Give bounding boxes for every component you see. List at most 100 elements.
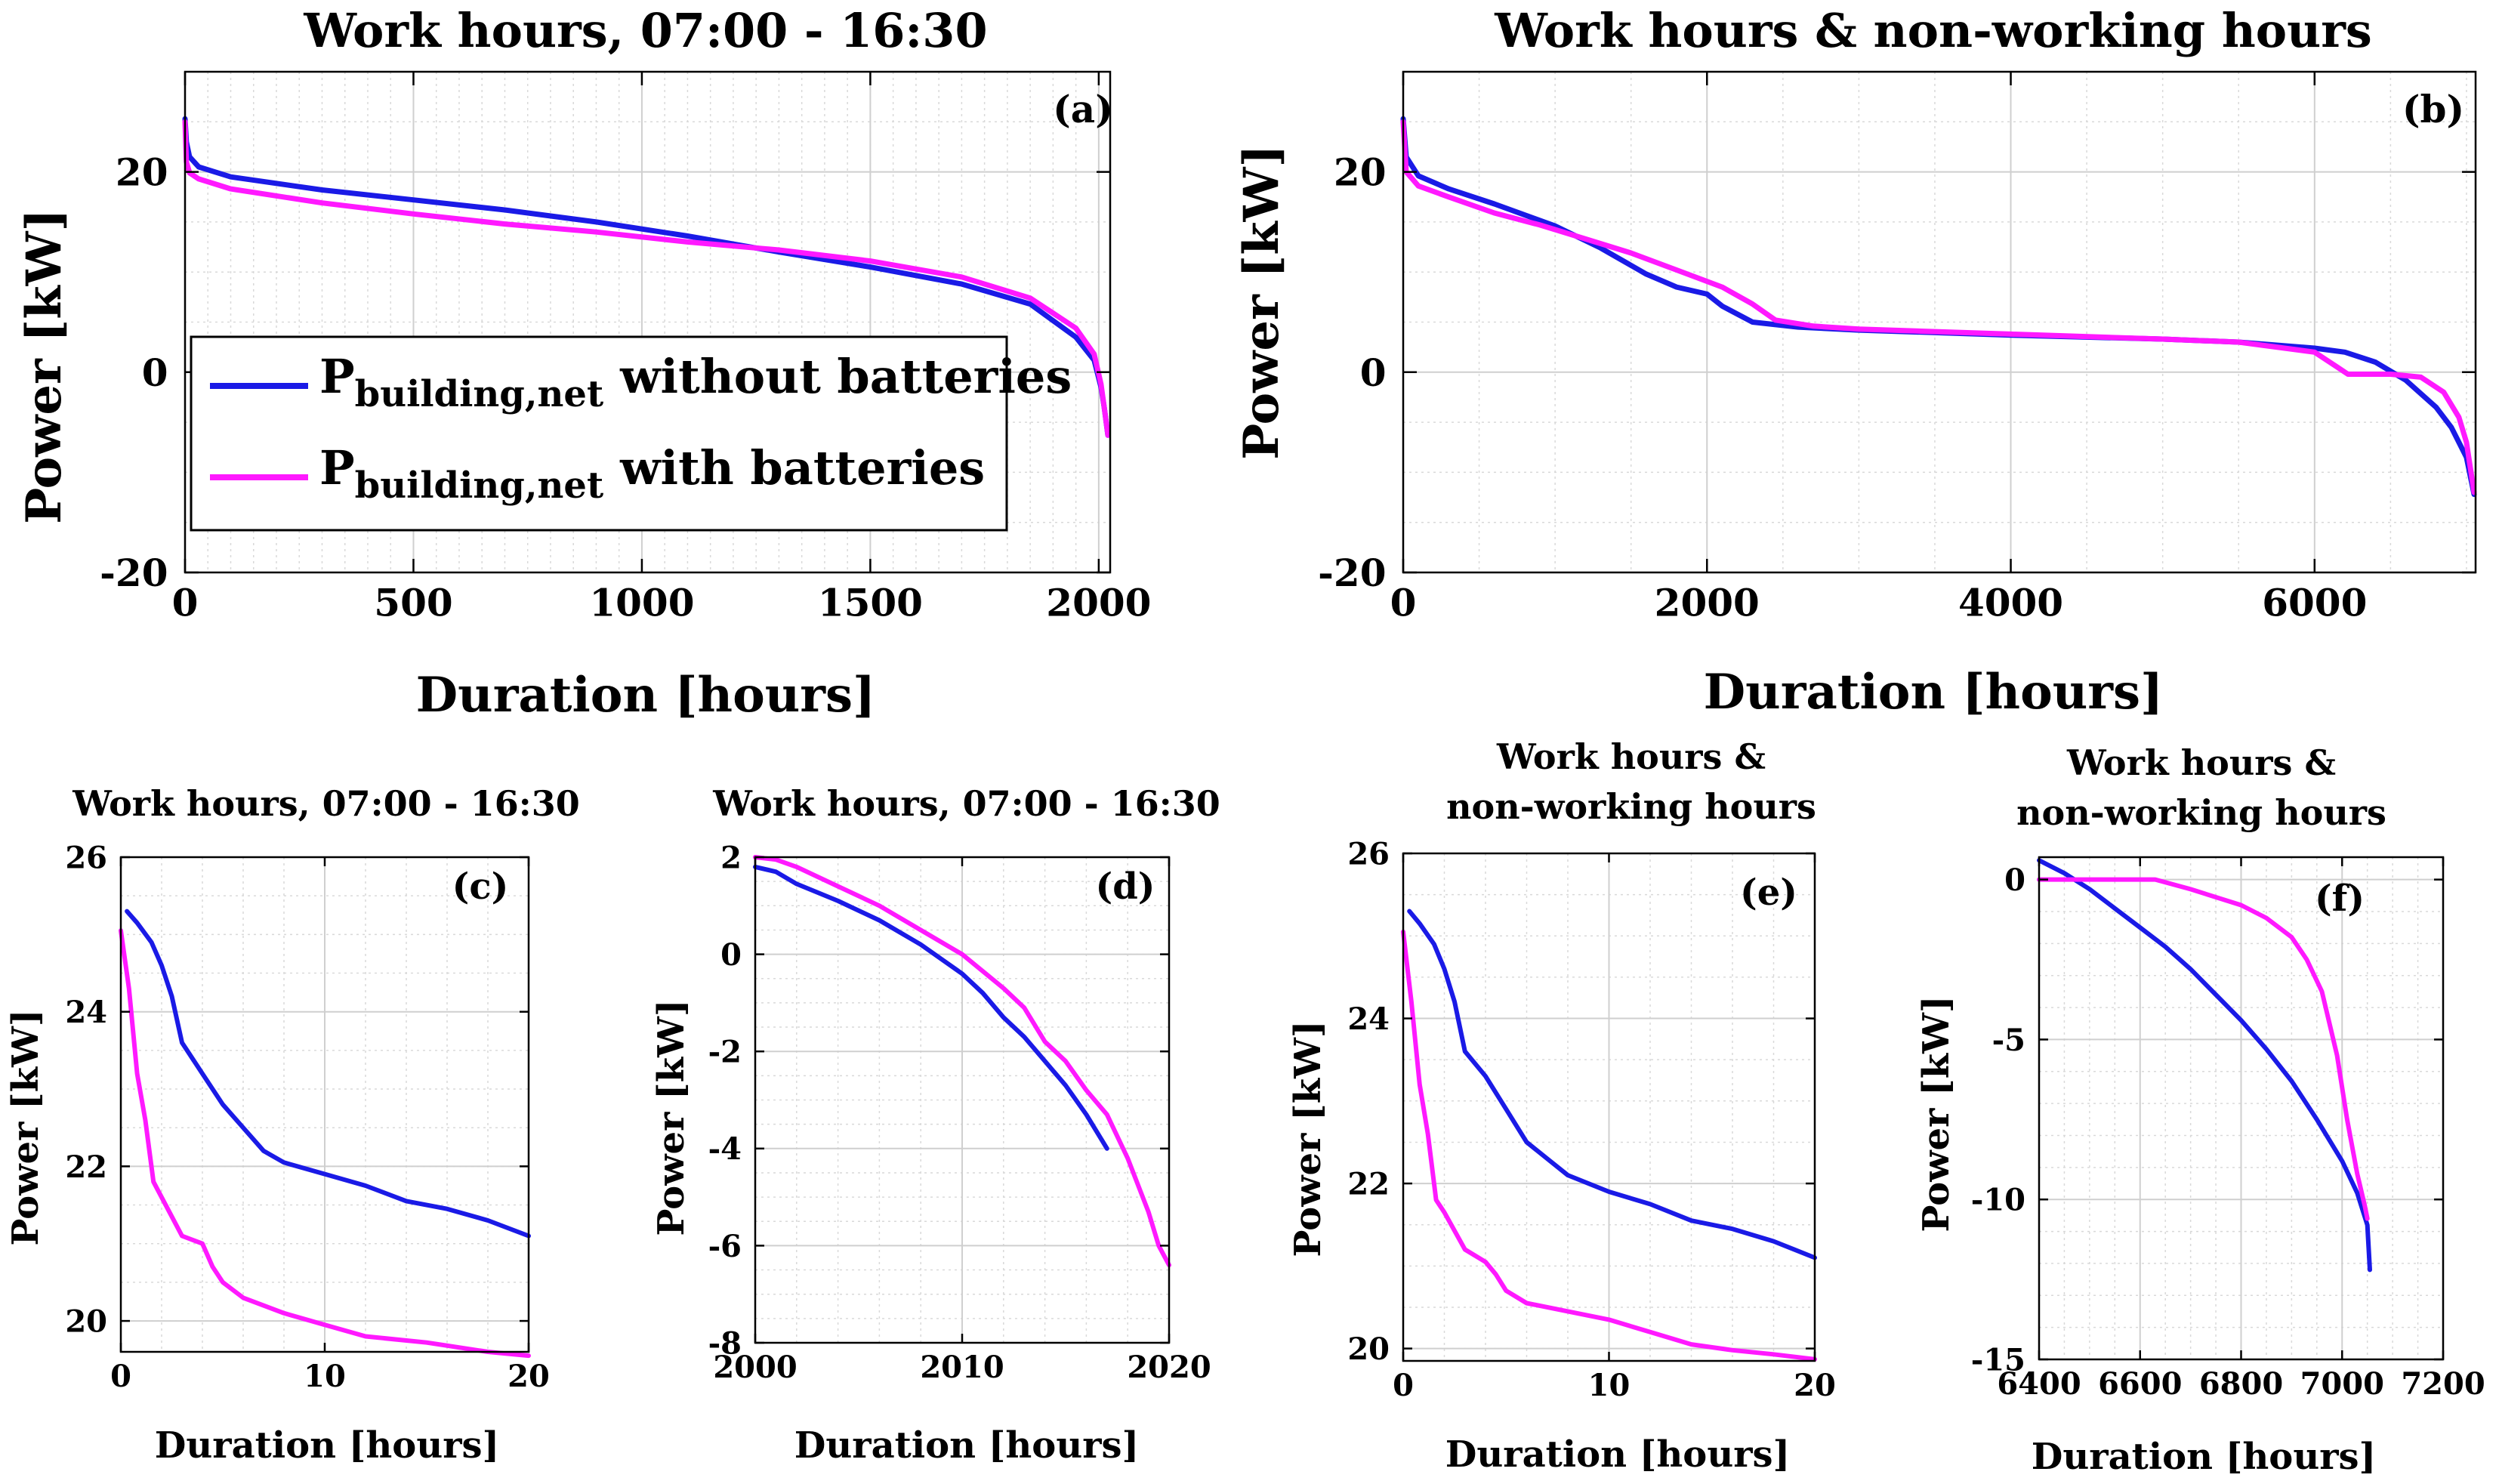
panel-a-label: (a) bbox=[1053, 87, 1113, 131]
x-tick-label: 7000 bbox=[2300, 1366, 2384, 1402]
y-tick-label: -6 bbox=[708, 1229, 742, 1264]
panel-c: Work hours, 07:00 - 16:30 0 10 2020222426 … bbox=[5, 783, 580, 1467]
panel-a-legend: Pbuilding,net without batteries Pbuilding… bbox=[190, 335, 1072, 532]
panel-c-plot: 0 10 20 20 22 24 26 bbox=[65, 840, 550, 1394]
x-tick-label: 2000 bbox=[713, 1350, 797, 1385]
x-tick-label: 6000 bbox=[2262, 581, 2367, 625]
y-tick-label: 22 bbox=[1347, 1166, 1390, 1202]
x-tick-label: 0 bbox=[110, 1359, 131, 1394]
panel-b-ylabel: Power [kW] bbox=[1233, 144, 1290, 460]
panel-e-title-line2: non-working hours bbox=[1446, 786, 1816, 827]
panel-b-label: (b) bbox=[2402, 87, 2464, 131]
panel-a-ylabel: Power [kW] bbox=[16, 208, 73, 524]
x-tick-label: 6800 bbox=[2199, 1366, 2283, 1402]
panel-e-title-line1: Work hours & bbox=[1496, 736, 1766, 777]
panel-e: Work hours & non-working hours 0 10 20 20 22 2… bbox=[1287, 736, 1836, 1476]
series-line-with-batteries bbox=[1401, 929, 1817, 1362]
series-line-with-batteries bbox=[182, 119, 1111, 438]
y-tick-label: 2 bbox=[720, 840, 742, 875]
panel-a-title: Work hours, 07:00 - 16:30 bbox=[303, 3, 987, 58]
panel-d-plot: 2000 2010 2020 -8 -6 -4 -2 0 2 bbox=[708, 840, 1211, 1385]
series-line-with-batteries bbox=[1400, 119, 2477, 495]
series-line-without-batteries bbox=[1400, 116, 2477, 498]
y-tick-label: 0 bbox=[142, 350, 168, 395]
x-tick-label: 6400 bbox=[1997, 1366, 2081, 1402]
panel-f-ylabel: Power [kW] bbox=[1915, 995, 1958, 1232]
y-tick-label: 26 bbox=[1347, 836, 1390, 872]
panel-f-title-line1: Work hours & bbox=[2066, 742, 2336, 783]
y-tick-label: -10 bbox=[1971, 1183, 2025, 1218]
y-tick-label: -20 bbox=[1318, 551, 1386, 595]
panel-d-title: Work hours, 07:00 - 16:30 bbox=[712, 783, 1220, 824]
axes-box bbox=[184, 70, 1112, 574]
plot-area bbox=[1403, 72, 2476, 572]
panel-c-label: (c) bbox=[452, 865, 509, 908]
series-line-without-batteries bbox=[1407, 909, 1817, 1260]
x-tick-label: 0 bbox=[1390, 581, 1417, 625]
panel-f-title: Work hours & non-working hours bbox=[2016, 742, 2386, 833]
x-tick-label: 500 bbox=[374, 581, 452, 625]
panel-d-label: (d) bbox=[1096, 865, 1155, 908]
panel-c-ylabel: Power [kW] bbox=[5, 1009, 47, 1245]
x-tick-label: 1500 bbox=[818, 581, 923, 625]
x-tick-label: 20 bbox=[1794, 1368, 1836, 1403]
legend-box bbox=[190, 335, 1008, 532]
x-tick-label: 2020 bbox=[1127, 1350, 1211, 1385]
panel-c-title: Work hours, 07:00 - 16:30 bbox=[72, 783, 580, 824]
axes-box bbox=[1402, 70, 2477, 574]
panel-e-label: (e) bbox=[1740, 872, 1797, 914]
panel-b-title: Work hours & non-working hours bbox=[1494, 3, 2372, 58]
panel-d: Work hours, 07:00 - 16:30 2000 2010 2020 -8… bbox=[650, 783, 1220, 1467]
panel-b-xlabel: Duration [hours] bbox=[1704, 664, 2164, 720]
x-tick-label: 4000 bbox=[1958, 581, 2063, 625]
panel-f: Work hours & non-working hours 6400 6600 68… bbox=[1915, 742, 2485, 1478]
y-tick-label: -5 bbox=[1992, 1023, 2025, 1058]
series-line-without-batteries bbox=[753, 864, 1109, 1151]
panel-e-title: Work hours & non-working hours bbox=[1446, 736, 1816, 827]
x-tick-label: 10 bbox=[304, 1359, 346, 1394]
y-tick-label: -2 bbox=[708, 1035, 742, 1070]
series-line-with-batteries bbox=[119, 928, 531, 1359]
y-tick-label: 0 bbox=[720, 937, 742, 973]
x-tick-label: 7200 bbox=[2401, 1366, 2485, 1402]
y-tick-label: 0 bbox=[2004, 862, 2025, 898]
panel-f-label: (f) bbox=[2315, 878, 2365, 920]
y-tick-label: -4 bbox=[708, 1131, 742, 1167]
y-tick-label: 0 bbox=[1360, 350, 1387, 395]
x-tick-label: 6600 bbox=[2098, 1366, 2182, 1402]
panel-e-plot: 0 10 20 20 22 24 26 bbox=[1347, 836, 1836, 1403]
panel-b: Work hours & non-working hours 0 2000 4000… bbox=[1233, 3, 2477, 720]
panel-d-ylabel: Power [kW] bbox=[650, 999, 693, 1236]
series-line-with-batteries bbox=[753, 855, 1171, 1268]
panel-a: Work hours, 07:00 - 16:30 0 500 1000 1500 20… bbox=[16, 3, 1151, 723]
y-tick-label: 20 bbox=[116, 150, 168, 195]
y-tick-label: -20 bbox=[100, 551, 168, 595]
y-tick-label: 20 bbox=[1334, 150, 1387, 195]
y-tick-label: -15 bbox=[1971, 1342, 2025, 1378]
y-tick-label: 26 bbox=[65, 840, 107, 875]
x-tick-label: 2000 bbox=[1046, 581, 1151, 625]
legend-entry-without-batteries: Pbuilding,net without batteries bbox=[319, 349, 1072, 415]
x-tick-label: 0 bbox=[1393, 1368, 1414, 1403]
y-tick-label: 24 bbox=[1347, 1001, 1390, 1037]
x-tick-label: 20 bbox=[508, 1359, 550, 1394]
y-tick-label: 22 bbox=[65, 1149, 107, 1185]
series-line-without-batteries bbox=[125, 909, 531, 1239]
panel-f-title-line2: non-working hours bbox=[2016, 792, 2386, 833]
panel-e-xlabel: Duration [hours] bbox=[1445, 1433, 1791, 1476]
series-line-without-batteries bbox=[2037, 858, 2372, 1273]
panel-a-xlabel: Duration [hours] bbox=[416, 667, 876, 723]
y-tick-label: 20 bbox=[1347, 1331, 1390, 1367]
legend-entry-with-batteries: Pbuilding,net with batteries bbox=[319, 440, 985, 507]
x-tick-label: 0 bbox=[172, 581, 199, 625]
y-tick-label: 24 bbox=[65, 995, 107, 1030]
x-tick-label: 1000 bbox=[589, 581, 694, 625]
series-line-with-batteries bbox=[2037, 877, 2370, 1221]
y-tick-label: -8 bbox=[708, 1325, 742, 1361]
panel-f-xlabel: Duration [hours] bbox=[2032, 1436, 2377, 1478]
panel-f-plot: 6400 6600 6800 7000 7200 -15 -10 -5 0 bbox=[1971, 856, 2485, 1402]
panel-c-xlabel: Duration [hours] bbox=[155, 1424, 500, 1467]
panel-e-ylabel: Power [kW] bbox=[1287, 1020, 1329, 1257]
